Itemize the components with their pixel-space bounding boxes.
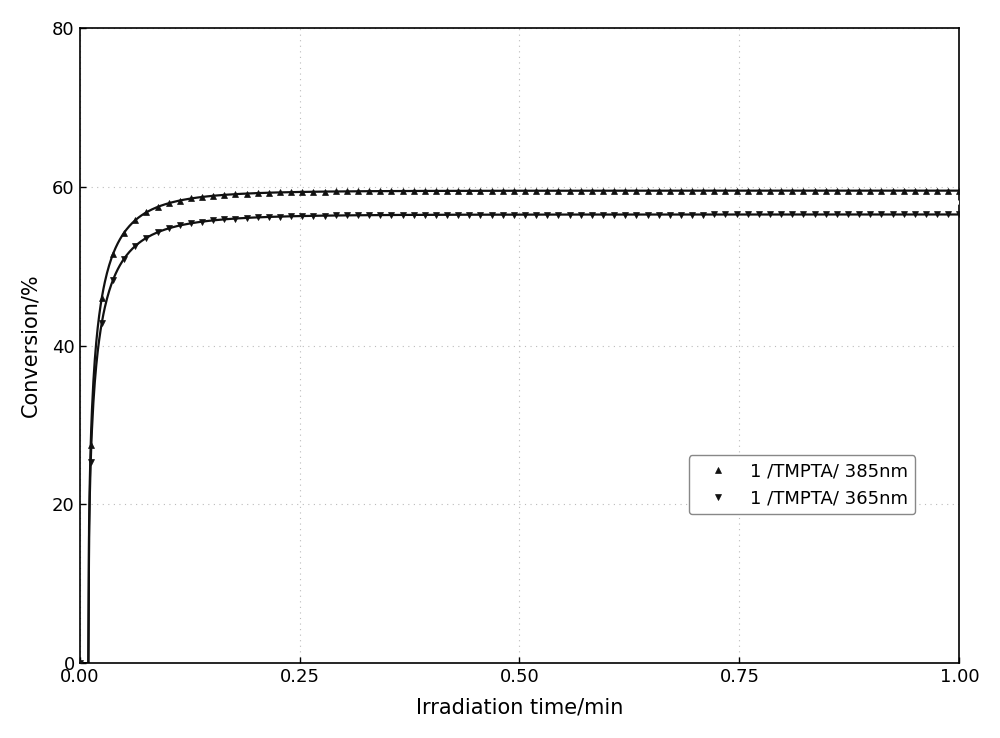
1 /TMPTA/ 385nm: [463, 187, 475, 196]
Y-axis label: Conversion/%: Conversion/%: [21, 274, 41, 417]
1 /TMPTA/ 385nm: [608, 186, 620, 195]
1 /TMPTA/ 385nm: [953, 186, 965, 195]
1 /TMPTA/ 365nm: [953, 210, 965, 219]
1 /TMPTA/ 365nm: [608, 210, 620, 219]
1 /TMPTA/ 385nm: [642, 186, 654, 195]
1 /TMPTA/ 385nm: [853, 186, 865, 195]
1 /TMPTA/ 365nm: [675, 210, 687, 219]
1 /TMPTA/ 365nm: [463, 210, 475, 219]
1 /TMPTA/ 365nm: [597, 210, 609, 219]
1 /TMPTA/ 365nm: [74, 659, 86, 668]
1 /TMPTA/ 365nm: [642, 210, 654, 219]
1 /TMPTA/ 385nm: [675, 186, 687, 195]
X-axis label: Irradiation time/min: Irradiation time/min: [416, 697, 623, 717]
1 /TMPTA/ 385nm: [597, 186, 609, 195]
Line: 1 /TMPTA/ 365nm: 1 /TMPTA/ 365nm: [77, 212, 962, 666]
1 /TMPTA/ 365nm: [853, 210, 865, 219]
Line: 1 /TMPTA/ 385nm: 1 /TMPTA/ 385nm: [77, 188, 962, 666]
Legend: 1 /TMPTA/ 385nm, 1 /TMPTA/ 365nm: 1 /TMPTA/ 385nm, 1 /TMPTA/ 365nm: [689, 455, 915, 514]
1 /TMPTA/ 385nm: [74, 659, 86, 668]
